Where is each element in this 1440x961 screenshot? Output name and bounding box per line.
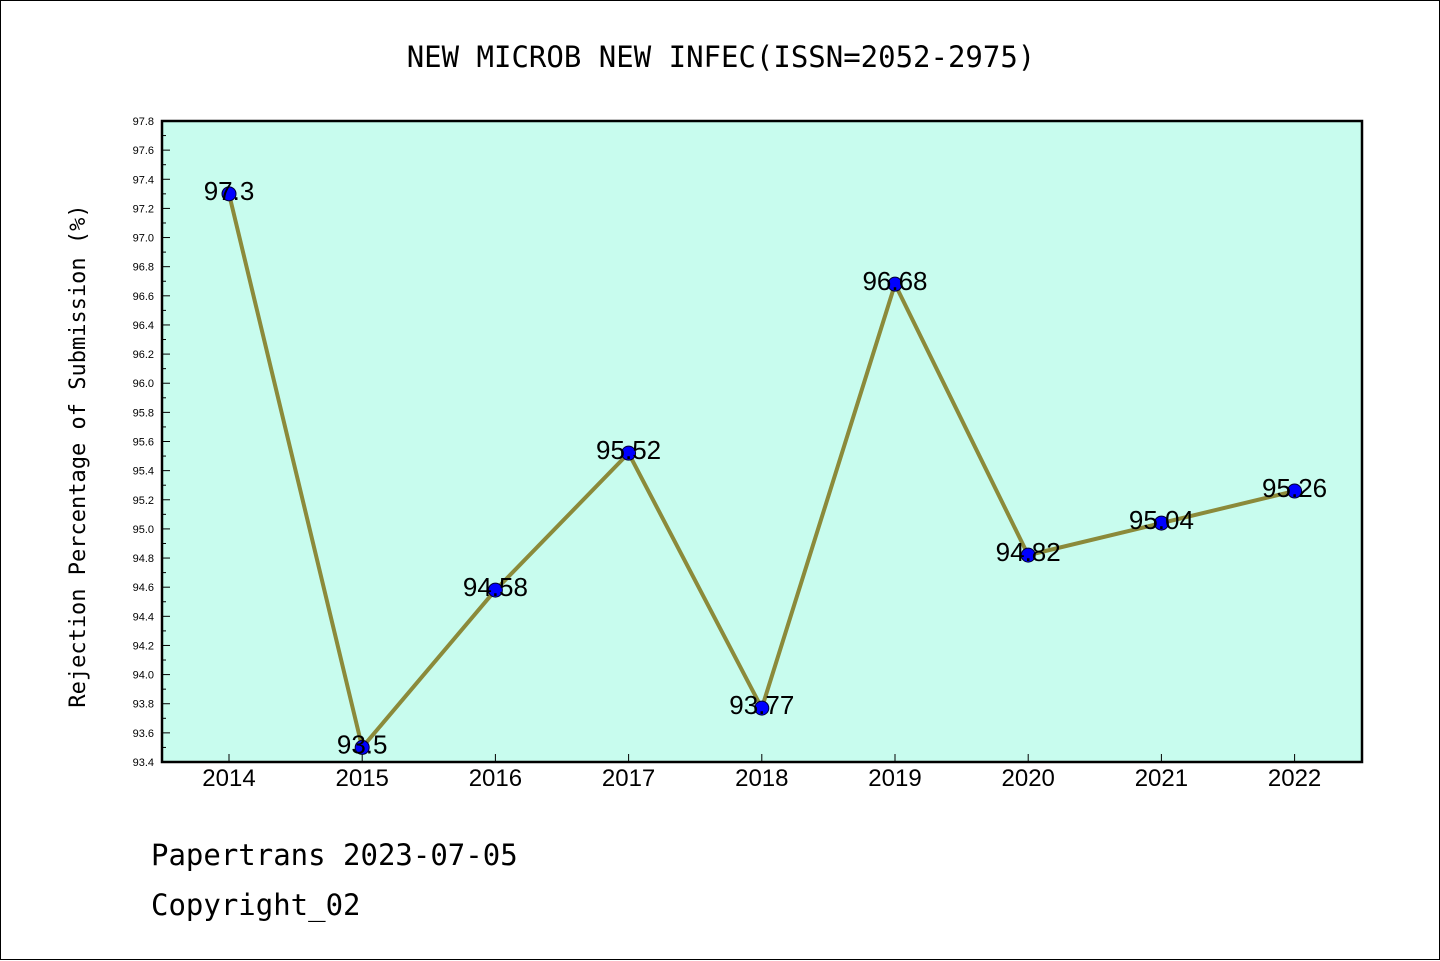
y-tick-label: 96.6 bbox=[133, 291, 154, 303]
data-point-2022 bbox=[1287, 483, 1303, 499]
x-tick-label: 2018 bbox=[735, 765, 788, 792]
x-tick-label: 2017 bbox=[602, 765, 655, 792]
footer-copyright: Copyright_02 bbox=[151, 888, 361, 923]
y-tick-label: 94.6 bbox=[133, 582, 154, 594]
x-tick-label: 2021 bbox=[1135, 765, 1188, 792]
data-points bbox=[221, 186, 1303, 755]
y-tick-label: 94.0 bbox=[133, 670, 154, 682]
plot-area bbox=[160, 119, 1364, 764]
x-tick-label: 2016 bbox=[469, 765, 522, 792]
y-tick-label: 95.8 bbox=[133, 407, 154, 419]
y-tick-label: 94.2 bbox=[133, 640, 154, 652]
x-tick-label: 2019 bbox=[868, 765, 921, 792]
y-tick-label: 97.8 bbox=[133, 116, 154, 128]
chart-title: NEW MICROB NEW INFEC(ISSN=2052-2975) bbox=[407, 40, 1036, 74]
y-tick-label: 95.4 bbox=[133, 466, 154, 478]
data-label-2017: 95.52 bbox=[596, 435, 661, 465]
y-tick-label: 95.0 bbox=[133, 524, 154, 536]
y-tick-label: 96.4 bbox=[133, 320, 154, 332]
data-point-2018 bbox=[754, 700, 770, 716]
y-tick-label: 97.6 bbox=[133, 145, 154, 157]
data-label-2019: 96.68 bbox=[862, 266, 927, 296]
y-tick-label: 93.8 bbox=[133, 699, 154, 711]
x-axis: 2014 2015 2016 2017 2018 2019 2020 2021 2022 bbox=[202, 754, 1321, 792]
y-axis: 93.4 93.6 93.8 94.0 94.2 94.4 94.6 94.8 95.0 95.2… bbox=[133, 116, 170, 769]
data-point-2020 bbox=[1020, 547, 1036, 563]
y-tick-label: 96.8 bbox=[133, 262, 154, 274]
y-tick-label: 96.2 bbox=[133, 349, 154, 361]
data-label-2020: 94.82 bbox=[996, 537, 1061, 567]
data-point-2015 bbox=[354, 739, 370, 755]
x-tick-label: 2022 bbox=[1268, 765, 1321, 792]
y-tick-label: 94.8 bbox=[133, 553, 154, 565]
y-tick-label: 97.4 bbox=[133, 174, 154, 186]
data-point-2019 bbox=[887, 276, 903, 292]
data-label-2022: 95.26 bbox=[1262, 473, 1327, 503]
x-tick-label: 2015 bbox=[336, 765, 389, 792]
x-tick-label: 2020 bbox=[1002, 765, 1055, 792]
x-tick-label: 2014 bbox=[202, 765, 255, 792]
y-tick-label: 96.0 bbox=[133, 378, 154, 390]
y-tick-label: 93.6 bbox=[133, 728, 154, 740]
y-tick-label: 93.4 bbox=[133, 757, 154, 769]
data-point-2017 bbox=[621, 445, 637, 461]
data-label-2014: 97.3 bbox=[204, 176, 255, 206]
data-labels: 97.3 93.5 94.58 95.52 93.77 96.68 94.82 95.04 95… bbox=[204, 176, 1327, 760]
y-tick-label: 94.4 bbox=[133, 611, 154, 623]
data-label-2015: 93.5 bbox=[337, 729, 388, 759]
footer-date: Papertrans 2023-07-05 bbox=[151, 838, 518, 872]
y-tick-label: 97.0 bbox=[133, 233, 154, 245]
y-axis-label: Rejection Percentage of Submission (%) bbox=[66, 204, 91, 707]
y-tick-label: 97.2 bbox=[133, 203, 154, 215]
data-point-2016 bbox=[487, 582, 503, 598]
data-point-2014 bbox=[221, 186, 237, 202]
data-label-2016: 94.58 bbox=[463, 572, 528, 602]
data-label-2018: 93.77 bbox=[729, 690, 794, 720]
y-tick-label: 95.2 bbox=[133, 495, 154, 507]
y-tick-label: 95.6 bbox=[133, 437, 154, 449]
data-label-2021: 95.04 bbox=[1129, 505, 1194, 535]
data-point-2021 bbox=[1153, 515, 1169, 531]
